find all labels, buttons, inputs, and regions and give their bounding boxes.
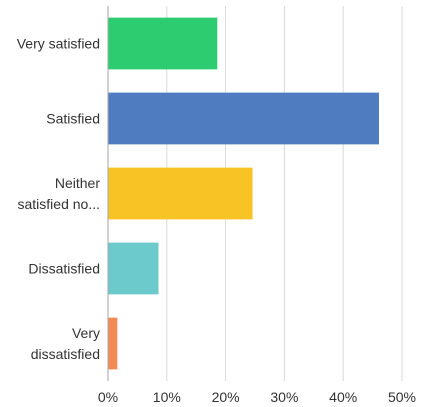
bars — [108, 17, 379, 370]
bar — [108, 17, 218, 70]
category-label-line: Very — [72, 325, 100, 341]
category-label-line: Satisfied — [46, 111, 100, 127]
x-tick-label: 50% — [388, 389, 416, 405]
bar — [108, 317, 118, 370]
bar — [108, 92, 379, 145]
category-label-line: Very satisfied — [17, 36, 100, 52]
category-label-line: Dissatisfied — [28, 261, 100, 277]
category-label: Very satisfied — [17, 36, 100, 52]
x-tick-labels: 0% 10% 20% 30% 40% 50% — [98, 389, 416, 405]
category-labels: Very satisfied Satisfied Neither satisfied … — [17, 36, 101, 363]
x-tick-label: 30% — [270, 389, 298, 405]
x-tick-label: 0% — [98, 389, 118, 405]
x-tick-label: 40% — [329, 389, 357, 405]
category-label-line: dissatisfied — [31, 346, 100, 362]
category-label: Dissatisfied — [28, 261, 100, 277]
category-label: Neither satisfied no... — [18, 175, 101, 212]
bar — [108, 242, 159, 295]
x-tick-label: 10% — [153, 389, 181, 405]
category-label-line: Neither — [55, 175, 100, 191]
category-label: Very dissatisfied — [31, 325, 100, 362]
category-label: Satisfied — [46, 111, 100, 127]
x-tick-label: 20% — [212, 389, 240, 405]
bar — [108, 167, 253, 220]
category-label-line: satisfied no... — [18, 196, 101, 212]
